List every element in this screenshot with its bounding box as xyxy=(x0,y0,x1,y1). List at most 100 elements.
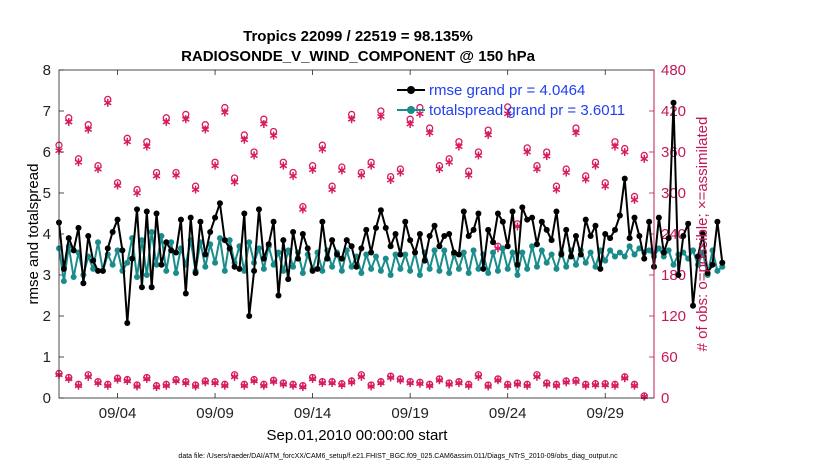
spread-point xyxy=(143,272,150,278)
obs-assimilated-point xyxy=(250,376,258,385)
rmse-point xyxy=(324,255,331,262)
spread-point xyxy=(148,228,155,235)
rmse-point xyxy=(587,233,594,240)
obs-assimilated-point xyxy=(94,165,102,174)
rmse-point xyxy=(446,231,453,237)
rmse-point xyxy=(451,249,458,256)
spread-point xyxy=(631,251,638,258)
x-tick-label: 09/24 xyxy=(489,405,527,422)
obs-assimilated-point xyxy=(542,380,551,389)
spread-point xyxy=(216,235,223,242)
rmse-point xyxy=(504,243,511,250)
rmse-point xyxy=(426,233,433,240)
rmse-point xyxy=(660,249,667,256)
rmse-point xyxy=(333,251,340,258)
rmse-point xyxy=(490,239,497,246)
spread-point xyxy=(109,261,116,268)
rmse-point xyxy=(85,233,92,240)
rmse-point xyxy=(255,206,262,213)
spread-point xyxy=(690,247,697,254)
rmse-point xyxy=(568,253,575,260)
spread-point xyxy=(90,265,97,272)
obs-assimilated-point xyxy=(133,382,141,391)
spread-point xyxy=(446,269,453,276)
obs-assimilated-point xyxy=(64,117,73,126)
spread-point xyxy=(616,249,623,256)
obs-assimilated-point xyxy=(259,381,268,390)
spread-point xyxy=(553,265,560,272)
rmse-point xyxy=(373,224,380,231)
rmse-point xyxy=(455,251,462,258)
rmse-point xyxy=(212,214,219,221)
right-tick-label: 300 xyxy=(661,185,686,202)
rmse-point xyxy=(236,265,243,272)
obs-assimilated-point xyxy=(620,374,629,383)
rmse-point xyxy=(148,284,155,291)
obs-assimilated-point xyxy=(299,383,307,392)
rmse-point xyxy=(494,210,501,217)
rmse-point xyxy=(397,251,404,258)
right-tick-label: 60 xyxy=(661,349,678,366)
rmse-point xyxy=(65,235,72,242)
rmse-point xyxy=(319,218,326,225)
obs-assimilated-point xyxy=(533,372,541,381)
rmse-point xyxy=(626,235,633,242)
chart-title: Tropics 22099 / 22519 = 98.135% xyxy=(243,28,473,45)
obs-assimilated-point xyxy=(484,382,493,391)
rmse-point xyxy=(216,200,223,207)
spread-point xyxy=(563,263,570,270)
obs-assimilated-point xyxy=(464,171,473,180)
rmse-point xyxy=(709,261,716,268)
obs-assimilated-point xyxy=(123,137,132,146)
spread-point xyxy=(280,267,287,274)
obs-assimilated-point xyxy=(338,166,346,175)
rmse-point xyxy=(202,251,209,258)
obs-assimilated-point xyxy=(416,379,424,388)
rmse-point xyxy=(90,257,97,264)
spread-point xyxy=(290,263,297,270)
obs-assimilated-point xyxy=(523,148,532,156)
spread-point xyxy=(514,272,521,278)
obs-assimilated-point xyxy=(425,128,434,137)
right-tick-label: 360 xyxy=(661,144,686,161)
right-tick-label: 180 xyxy=(661,267,686,284)
rmse-point xyxy=(95,267,102,274)
rmse-point xyxy=(407,237,414,244)
rmse-point xyxy=(173,249,180,256)
spread-point xyxy=(475,265,482,272)
rmse-point xyxy=(168,247,175,254)
rmse-point xyxy=(538,218,545,225)
rmse-point xyxy=(104,245,111,252)
rmse-point xyxy=(163,239,170,246)
spread-point xyxy=(670,261,677,268)
rmse-point xyxy=(533,241,540,248)
spread-point xyxy=(363,251,370,258)
rmse-point xyxy=(548,237,555,244)
rmse-point xyxy=(353,263,360,270)
rmse-point xyxy=(182,290,189,297)
rmse-point xyxy=(675,272,682,278)
rmse-point xyxy=(714,218,721,225)
spread-point xyxy=(275,249,282,256)
obs-assimilated-point xyxy=(533,165,541,174)
left-tick-label: 4 xyxy=(43,226,51,243)
rmse-point xyxy=(655,214,662,221)
rmse-point xyxy=(611,226,618,233)
rmse-point xyxy=(75,224,82,231)
obs-assimilated-point xyxy=(581,175,590,184)
rmse-point xyxy=(704,269,711,276)
spread-point xyxy=(153,261,160,268)
rmse-point xyxy=(431,222,438,229)
obs-assimilated-point xyxy=(503,109,512,118)
rmse-point xyxy=(270,218,277,225)
obs-assimilated-point xyxy=(240,135,249,144)
spread-point xyxy=(173,269,180,276)
rmse-point xyxy=(485,226,492,233)
spread-point xyxy=(587,249,594,256)
legend-spread-label: totalspread grand pr = 3.6011 xyxy=(429,102,625,119)
rmse-point xyxy=(680,233,687,240)
right-tick-label: 0 xyxy=(661,390,669,407)
obs-assimilated-point xyxy=(211,378,219,387)
spread-point xyxy=(163,267,170,274)
obs-assimilated-point xyxy=(630,195,639,204)
